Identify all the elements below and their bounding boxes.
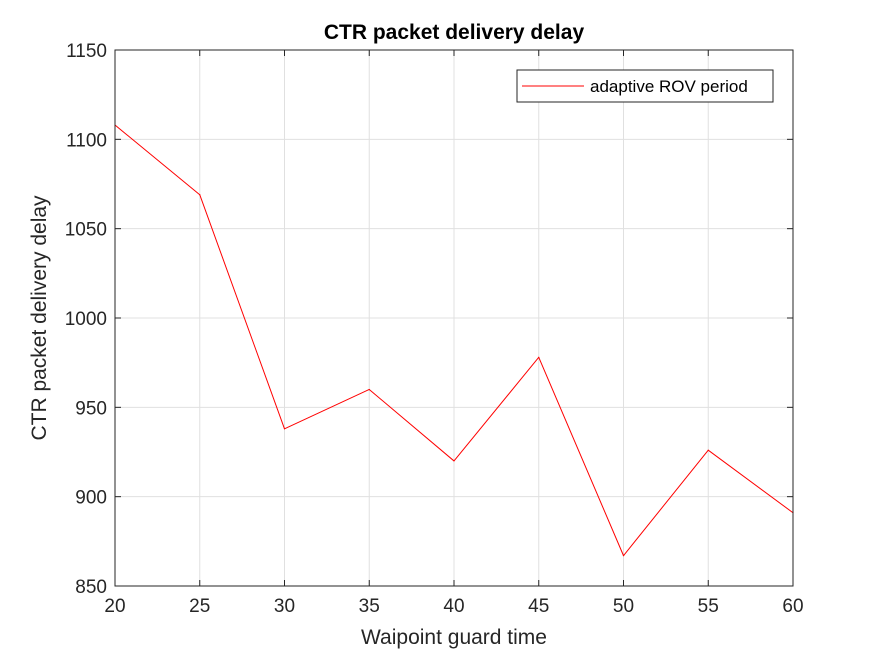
x-tick-label: 20 bbox=[104, 596, 125, 617]
y-tick-label: 1000 bbox=[65, 309, 107, 330]
x-tick-label: 55 bbox=[698, 596, 719, 617]
y-tick-label: 950 bbox=[75, 398, 107, 419]
x-tick-label: 35 bbox=[359, 596, 380, 617]
y-tick-label: 1100 bbox=[66, 130, 107, 151]
x-axis-label: Waipoint guard time bbox=[361, 626, 547, 649]
series-layer bbox=[114, 124, 794, 557]
x-tick-label: 45 bbox=[528, 596, 549, 617]
x-tick-label: 40 bbox=[443, 596, 464, 617]
ticks: 20 25 30 35 40 45 50 55 60 850 900 950 1000 1050 1100 1… bbox=[65, 41, 804, 617]
x-tick-label: 25 bbox=[189, 596, 210, 617]
chart-title: CTR packet delivery delay bbox=[324, 21, 585, 44]
y-tick-label: 900 bbox=[75, 488, 107, 509]
y-tick-label: 1050 bbox=[65, 220, 107, 241]
legend-label: adaptive ROV period bbox=[590, 77, 748, 96]
data-point bbox=[283, 428, 286, 430]
data-point bbox=[453, 460, 455, 462]
data-point bbox=[538, 356, 540, 358]
y-tick-label: 850 bbox=[75, 577, 107, 598]
data-point bbox=[368, 388, 370, 391]
x-tick-label: 60 bbox=[782, 596, 803, 617]
legend: adaptive ROV period bbox=[516, 69, 774, 103]
data-point bbox=[622, 555, 625, 557]
x-tick-label: 30 bbox=[274, 596, 295, 617]
y-axis-label: CTR packet delivery delay bbox=[28, 195, 51, 441]
y-tick-label: 1150 bbox=[66, 41, 107, 62]
x-tick-label: 50 bbox=[613, 596, 634, 617]
data-point bbox=[707, 449, 709, 451]
data-point bbox=[199, 194, 201, 196]
